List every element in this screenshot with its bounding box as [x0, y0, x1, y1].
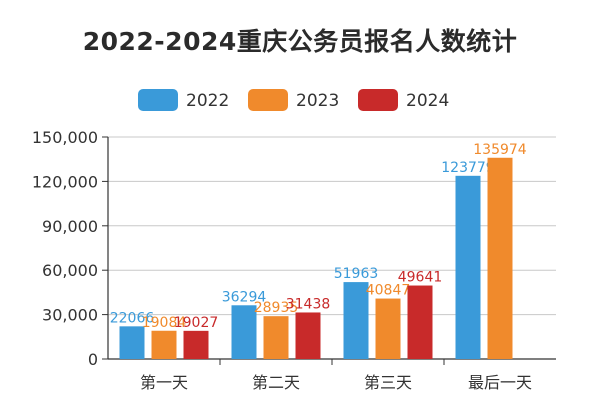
x-tick-label: 最后一天	[468, 373, 532, 392]
legend-swatch-2023	[248, 89, 288, 111]
y-tick-label: 120,000	[32, 172, 98, 191]
bar-2022	[455, 175, 481, 359]
x-tick-label: 第二天	[252, 373, 300, 392]
chart-title: 2022-2024重庆公务员报名人数统计	[82, 27, 518, 56]
legend-label: 2024	[406, 91, 449, 111]
bar-2022	[343, 282, 369, 359]
legend-label: 2022	[186, 91, 229, 111]
data-label: 28935	[254, 300, 299, 316]
data-label: 49641	[398, 270, 443, 286]
y-tick-label: 0	[88, 350, 98, 369]
y-tick-label: 60,000	[42, 261, 98, 280]
legend-swatch-2022	[138, 89, 178, 111]
data-label: 135974	[473, 142, 527, 158]
legend-label: 2023	[296, 91, 339, 111]
bar-2023	[263, 316, 289, 359]
bar-2024	[295, 312, 321, 359]
data-label: 40847	[366, 283, 411, 299]
data-label: 22066	[110, 310, 155, 326]
bar-2023	[151, 330, 177, 359]
data-label: 19027	[174, 315, 219, 331]
data-label: 31438	[286, 296, 331, 312]
bar-2022	[231, 305, 257, 359]
y-tick-label: 30,000	[42, 306, 98, 325]
y-tick-label: 150,000	[32, 128, 98, 147]
y-tick-label: 90,000	[42, 217, 98, 236]
bar-2022	[119, 326, 145, 359]
data-label: 123779	[441, 160, 494, 176]
legend-swatch-2024	[358, 89, 398, 111]
data-label: 19084	[142, 315, 187, 331]
data-label: 51963	[334, 266, 379, 282]
bar-2023	[375, 298, 401, 359]
x-tick-label: 第三天	[364, 373, 412, 392]
x-tick-label: 第一天	[140, 373, 188, 392]
bar-2023	[487, 157, 513, 359]
data-label: 36294	[222, 289, 267, 305]
bar-2024	[407, 285, 433, 359]
bar-2024	[183, 330, 209, 359]
